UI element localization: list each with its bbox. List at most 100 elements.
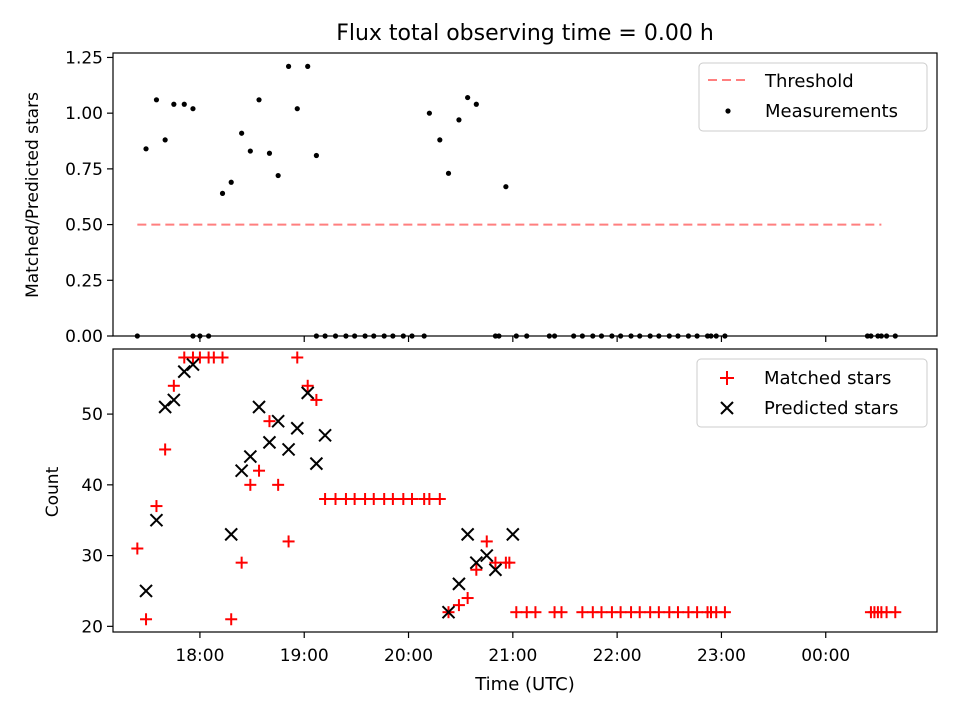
ratio-y-tick-label: 1.00 <box>65 104 103 124</box>
matched-star-marker <box>461 592 474 605</box>
ratio-legend: Threshold Measurements <box>698 62 928 132</box>
matched-star-marker <box>433 492 446 505</box>
count-x-tick-label: 20:00 <box>384 646 433 666</box>
predicted-star-marker <box>309 456 324 471</box>
measurement-point <box>294 106 300 112</box>
matched-star-marker <box>140 613 153 626</box>
legend-predicted-label: Predicted stars <box>764 398 898 419</box>
predicted-star-marker <box>167 393 181 407</box>
matched-star-marker <box>329 492 342 505</box>
measurement-point <box>153 97 160 103</box>
matched-star-marker <box>386 492 399 505</box>
legend-threshold-label: Threshold <box>764 71 854 92</box>
count-x-tick-label: 18:00 <box>175 646 224 666</box>
measurement-point <box>190 106 196 112</box>
chart-title: Flux total observing time = 0.00 h <box>336 21 714 46</box>
matched-star-marker <box>614 606 627 619</box>
predicted-star-marker <box>452 577 466 591</box>
ratio-y-tick-label: 0.50 <box>65 216 103 236</box>
matched-star-marker <box>367 492 380 505</box>
count-y-label: Count <box>43 466 63 517</box>
predicted-star-marker <box>318 428 332 443</box>
predicted-star-marker <box>290 421 304 435</box>
matched-star-marker <box>529 606 542 619</box>
measurement-point <box>285 63 292 69</box>
predicted-star-marker <box>149 513 164 527</box>
matched-star-marker <box>150 500 163 513</box>
matched-star-marker <box>319 492 332 505</box>
predicted-star-marker <box>488 563 503 577</box>
count-x-tick-label: 22:00 <box>593 646 642 666</box>
matched-star-marker <box>406 492 419 505</box>
measurement-point <box>305 63 311 69</box>
matched-star-marker <box>235 556 248 569</box>
measurement-point <box>171 101 177 107</box>
count-legend: Matched stars Predicted stars <box>696 358 928 428</box>
measurement-point <box>465 94 471 101</box>
ratio-y-tick-label: 1.25 <box>65 48 103 68</box>
legend-predicted-swatch <box>720 401 734 415</box>
matched-star-marker <box>576 606 589 619</box>
predicted-star-marker <box>480 548 494 563</box>
ratio-y-ticks: 0.00 0.25 0.50 0.75 1.00 1.25 <box>65 48 113 347</box>
predicted-star-marker <box>186 357 200 372</box>
matched-star-marker <box>555 606 568 619</box>
x-axis-label: Time (UTC) <box>474 674 575 695</box>
matched-star-marker <box>595 606 608 619</box>
matched-stars-points <box>131 351 902 626</box>
matched-star-marker <box>216 351 229 364</box>
matched-star-marker <box>244 478 257 491</box>
matched-star-marker <box>633 606 646 619</box>
predicted-star-marker <box>262 435 277 450</box>
predicted-star-marker <box>224 527 238 542</box>
predicted-star-marker <box>158 400 172 414</box>
matched-star-marker <box>889 606 902 619</box>
measurement-point <box>181 101 187 107</box>
measurement-point <box>228 179 234 185</box>
matched-star-marker <box>423 492 436 505</box>
count-y-tick-label: 50 <box>81 405 103 425</box>
count-x-tick-label: 21:00 <box>488 646 537 666</box>
measurement-point <box>239 130 245 136</box>
measurement-point <box>275 172 281 179</box>
predicted-star-marker <box>234 463 249 478</box>
predicted-star-marker <box>281 442 296 457</box>
count-y-ticks: 20 30 40 50 <box>81 405 113 637</box>
matched-star-marker <box>131 542 144 555</box>
measurement-point <box>313 152 319 159</box>
legend-matched-swatch <box>720 371 734 385</box>
count-y-tick-label: 40 <box>81 476 103 496</box>
measurement-point <box>247 148 253 154</box>
count-plot-area <box>112 348 938 633</box>
matched-star-marker <box>452 599 465 612</box>
matched-star-marker <box>253 464 266 477</box>
matched-star-marker <box>159 443 172 456</box>
measurement-point <box>473 101 479 107</box>
matched-star-marker <box>691 606 704 619</box>
matched-star-marker <box>503 556 516 569</box>
predicted-star-marker <box>300 386 315 400</box>
measurement-point <box>445 170 452 176</box>
measurement-point <box>437 137 443 143</box>
predicted-stars-points <box>139 357 520 619</box>
legend-measurement-swatch <box>725 108 731 114</box>
count-y-tick-label: 30 <box>81 547 103 567</box>
matched-star-marker <box>291 351 304 364</box>
predicted-star-marker <box>271 414 285 428</box>
predicted-star-marker <box>469 555 484 570</box>
measurement-point <box>266 150 273 156</box>
measurement-point <box>219 190 226 196</box>
matched-star-marker <box>310 393 323 406</box>
predicted-star-marker <box>441 605 456 619</box>
ratio-x-ticks <box>199 336 827 342</box>
ratio-plot-area <box>112 52 938 337</box>
measurement-point <box>256 97 262 103</box>
measurement-point <box>456 117 462 123</box>
matched-star-marker <box>510 606 523 619</box>
measurement-point <box>162 137 168 143</box>
measurement-point <box>503 184 509 190</box>
ratio-y-label: Matched/Predicted stars <box>23 92 43 298</box>
matched-star-marker <box>652 606 665 619</box>
count-x-tick-label: 00:00 <box>801 646 850 666</box>
